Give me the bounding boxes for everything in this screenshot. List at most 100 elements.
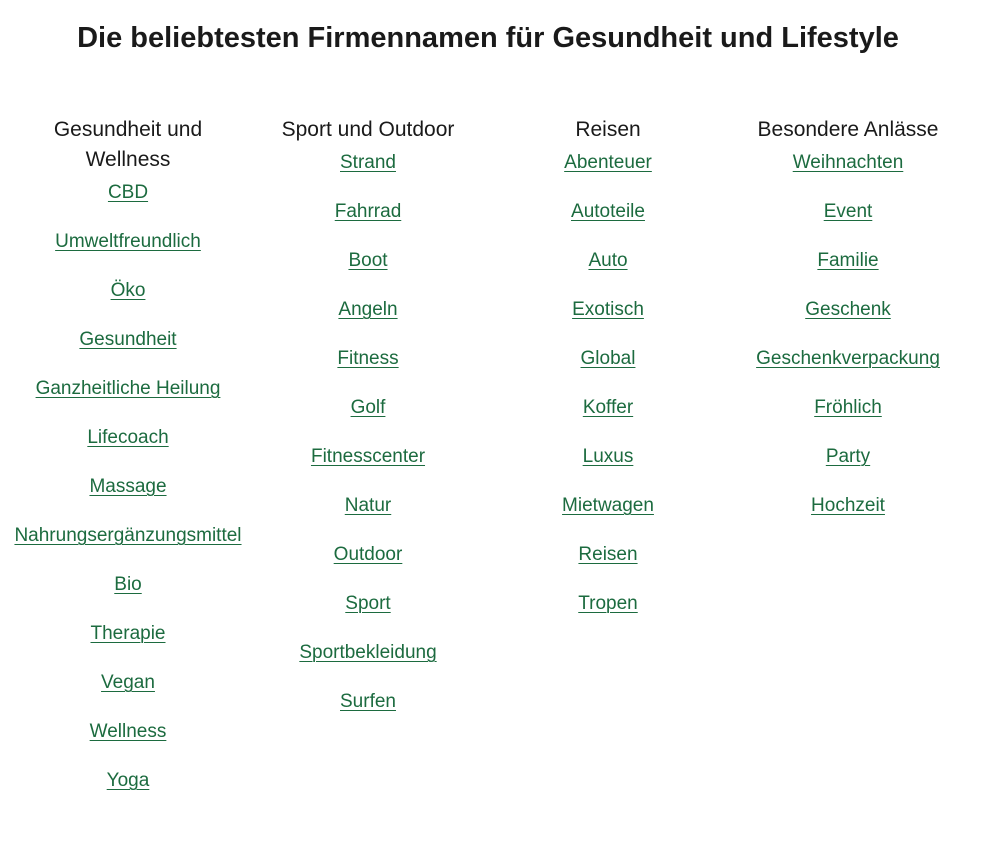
column-heading: Sport und Outdoor bbox=[281, 118, 455, 141]
list-item: Geschenk bbox=[805, 292, 891, 341]
category-link[interactable]: Fitnesscenter bbox=[310, 446, 426, 467]
category-link[interactable]: Öko bbox=[110, 280, 146, 301]
category-link[interactable]: Golf bbox=[350, 397, 386, 418]
category-link[interactable]: Sportbekleidung bbox=[299, 642, 437, 663]
list-item: Lifecoach bbox=[87, 420, 168, 469]
list-item: Fitness bbox=[337, 341, 398, 390]
list-item: Öko bbox=[111, 273, 146, 322]
list-item: Sportbekleidung bbox=[299, 635, 436, 684]
list-item: Geschenkverpackung bbox=[756, 341, 940, 390]
category-link[interactable]: Angeln bbox=[338, 299, 398, 320]
list-item: Surfen bbox=[340, 684, 396, 733]
category-link[interactable]: Global bbox=[580, 348, 636, 369]
category-link[interactable]: Boot bbox=[348, 250, 388, 271]
list-item: Autoteile bbox=[571, 194, 645, 243]
list-item: Hochzeit bbox=[811, 488, 885, 537]
list-item: Umweltfreundlich bbox=[55, 224, 201, 273]
column-heading: Reisen bbox=[575, 118, 641, 141]
category-link[interactable]: Fahrrad bbox=[334, 201, 402, 222]
list-item: Sport bbox=[345, 586, 390, 635]
category-link[interactable]: Gesundheit bbox=[79, 329, 177, 350]
category-link[interactable]: Koffer bbox=[582, 397, 634, 418]
list-item: Tropen bbox=[578, 586, 638, 635]
category-link[interactable]: Abenteuer bbox=[564, 152, 652, 173]
category-link[interactable]: Geschenkverpackung bbox=[756, 348, 940, 369]
category-link[interactable]: Massage bbox=[89, 476, 167, 497]
category-link[interactable]: Auto bbox=[588, 250, 628, 271]
category-link[interactable]: Vegan bbox=[101, 672, 155, 693]
category-link[interactable]: Mietwagen bbox=[562, 495, 654, 516]
list-item: Massage bbox=[89, 469, 166, 518]
column-heading: Besondere Anlässe bbox=[757, 118, 939, 141]
list-item: Exotisch bbox=[572, 292, 644, 341]
category-link[interactable]: Familie bbox=[817, 250, 879, 271]
column-health-wellness: Gesundheit und Wellness CBD Umweltfreund… bbox=[8, 115, 248, 835]
category-link[interactable]: Outdoor bbox=[333, 544, 403, 565]
list-item: Therapie bbox=[91, 616, 166, 665]
list-item: Wellness bbox=[90, 714, 167, 763]
category-link[interactable]: Reisen bbox=[578, 544, 638, 565]
column-heading: Gesundheit und Wellness bbox=[53, 118, 203, 171]
category-columns: Gesundheit und Wellness CBD Umweltfreund… bbox=[8, 115, 968, 835]
list-item: Fahrrad bbox=[335, 194, 402, 243]
category-link[interactable]: Event bbox=[823, 201, 873, 222]
category-link[interactable]: Fitness bbox=[337, 348, 399, 369]
category-link[interactable]: Yoga bbox=[106, 770, 150, 791]
category-link[interactable]: Sport bbox=[345, 593, 391, 614]
list-item: Strand bbox=[340, 145, 396, 194]
column-special-occasions: Besondere Anlässe Weihnachten Event Fami… bbox=[728, 115, 968, 835]
link-list: CBD Umweltfreundlich Öko Gesundheit Ganz… bbox=[8, 175, 248, 812]
list-item: Golf bbox=[351, 390, 386, 439]
link-list: Strand Fahrrad Boot Angeln Fitness Golf … bbox=[248, 145, 488, 733]
column-travel: Reisen Abenteuer Autoteile Auto Exotisch… bbox=[488, 115, 728, 835]
list-item: Familie bbox=[817, 243, 878, 292]
category-link[interactable]: Fröhlich bbox=[814, 397, 882, 418]
list-item: CBD bbox=[108, 175, 148, 224]
list-item: Bio bbox=[114, 567, 141, 616]
list-item: Nahrungsergänzungsmittel bbox=[14, 518, 241, 567]
list-item: Ganzheitliche Heilung bbox=[36, 371, 221, 420]
list-item: Angeln bbox=[338, 292, 397, 341]
list-item: Fröhlich bbox=[814, 390, 882, 439]
list-item: Boot bbox=[348, 243, 387, 292]
category-link[interactable]: Autoteile bbox=[571, 201, 645, 222]
list-item: Mietwagen bbox=[562, 488, 654, 537]
list-item: Abenteuer bbox=[564, 145, 652, 194]
category-link[interactable]: Natur bbox=[344, 495, 392, 516]
list-item: Weihnachten bbox=[793, 145, 904, 194]
link-list: Abenteuer Autoteile Auto Exotisch Global… bbox=[488, 145, 728, 635]
list-item: Event bbox=[824, 194, 873, 243]
category-link[interactable]: Bio bbox=[114, 574, 142, 595]
category-link[interactable]: Strand bbox=[340, 152, 396, 173]
list-item: Vegan bbox=[101, 665, 155, 714]
list-item: Luxus bbox=[583, 439, 634, 488]
category-link[interactable]: Wellness bbox=[89, 721, 167, 742]
page-title: Die beliebtesten Firmennamen für Gesundh… bbox=[77, 22, 899, 54]
link-list: Weihnachten Event Familie Geschenk Gesch… bbox=[728, 145, 968, 537]
category-link[interactable]: CBD bbox=[107, 182, 149, 203]
category-link[interactable]: Therapie bbox=[90, 623, 166, 644]
category-link[interactable]: Luxus bbox=[582, 446, 634, 467]
category-link[interactable]: Weihnachten bbox=[792, 152, 904, 173]
list-item: Global bbox=[581, 341, 636, 390]
list-item: Natur bbox=[345, 488, 391, 537]
category-link[interactable]: Nahrungsergänzungsmittel bbox=[14, 525, 242, 546]
category-link[interactable]: Surfen bbox=[340, 691, 396, 712]
category-link[interactable]: Tropen bbox=[578, 593, 638, 614]
list-item: Fitnesscenter bbox=[311, 439, 425, 488]
category-link[interactable]: Geschenk bbox=[805, 299, 891, 320]
list-item: Outdoor bbox=[334, 537, 403, 586]
list-item: Gesundheit bbox=[79, 322, 176, 371]
list-item: Party bbox=[826, 439, 870, 488]
category-link[interactable]: Party bbox=[825, 446, 871, 467]
list-item: Auto bbox=[588, 243, 627, 292]
category-link[interactable]: Ganzheitliche Heilung bbox=[35, 378, 221, 399]
list-item: Reisen bbox=[578, 537, 637, 586]
list-item: Koffer bbox=[583, 390, 633, 439]
column-sport-outdoor: Sport und Outdoor Strand Fahrrad Boot An… bbox=[248, 115, 488, 835]
category-link[interactable]: Umweltfreundlich bbox=[55, 231, 201, 252]
category-link[interactable]: Hochzeit bbox=[811, 495, 885, 516]
category-link[interactable]: Lifecoach bbox=[87, 427, 169, 448]
list-item: Yoga bbox=[107, 763, 150, 812]
category-link[interactable]: Exotisch bbox=[572, 299, 644, 320]
